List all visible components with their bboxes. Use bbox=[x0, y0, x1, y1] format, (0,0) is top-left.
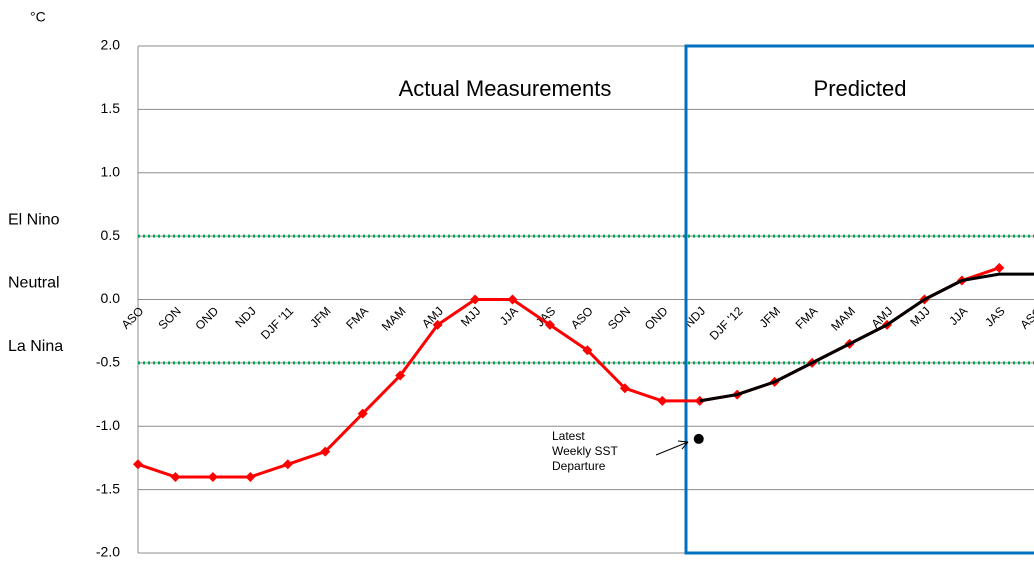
section-label: Predicted bbox=[814, 76, 907, 101]
region-label: La Nina bbox=[8, 338, 63, 355]
section-label: Actual Measurements bbox=[399, 76, 612, 101]
y-tick-label: -0.5 bbox=[96, 354, 120, 370]
data-point bbox=[582, 345, 593, 356]
x-tick-label: FMA bbox=[793, 304, 821, 332]
x-tick-label: SON bbox=[156, 304, 184, 332]
x-tick-label: FMA bbox=[343, 304, 371, 332]
region-label: El Nino bbox=[8, 211, 60, 228]
x-tick-label: NDJ bbox=[232, 304, 258, 330]
data-point bbox=[245, 471, 256, 482]
x-tick-label: SON bbox=[605, 304, 633, 332]
x-tick-label: JFM bbox=[307, 304, 333, 330]
x-tick-label: JJA bbox=[497, 304, 521, 328]
x-tick-label: DJF '11 bbox=[258, 304, 296, 342]
data-point bbox=[544, 319, 555, 330]
y-tick-label: -1.5 bbox=[96, 480, 120, 496]
data-point bbox=[133, 459, 143, 470]
prediction-box bbox=[684, 44, 1034, 555]
y-tick-label: 0.5 bbox=[101, 227, 121, 243]
data-point bbox=[395, 370, 406, 381]
annotation-arrow bbox=[655, 441, 689, 456]
y-tick-label: 1.5 bbox=[101, 100, 121, 116]
annotation-text: Weekly SST bbox=[552, 444, 618, 458]
y-tick-label: 2.0 bbox=[101, 37, 121, 53]
data-point bbox=[207, 471, 218, 482]
unit-label: °C bbox=[30, 9, 46, 25]
annotation-text: Latest bbox=[552, 429, 585, 443]
data-point bbox=[170, 471, 181, 482]
data-point bbox=[357, 408, 368, 419]
x-tick-label: ASO bbox=[119, 304, 147, 332]
x-tick-label: OND bbox=[642, 304, 671, 333]
x-tick-label: MAM bbox=[828, 304, 858, 334]
data-point bbox=[320, 446, 331, 457]
x-tick-label: JAS bbox=[982, 304, 1007, 329]
x-tick-label: OND bbox=[193, 304, 222, 333]
data-point bbox=[507, 294, 518, 305]
x-tick-label: JJA bbox=[946, 304, 970, 328]
data-point bbox=[619, 383, 630, 394]
x-tick-label: DJF '12 bbox=[707, 304, 746, 343]
annotation-arrowhead bbox=[677, 440, 689, 450]
y-tick-label: -2.0 bbox=[96, 544, 120, 560]
data-point bbox=[994, 262, 1005, 273]
y-tick-label: 1.0 bbox=[101, 163, 121, 179]
region-label: Neutral bbox=[8, 275, 60, 292]
x-tick-label: MAM bbox=[379, 304, 409, 334]
x-tick-label: ASO bbox=[1017, 304, 1034, 332]
data-point bbox=[432, 319, 443, 330]
series-line bbox=[699, 272, 1034, 403]
y-tick-label: -1.0 bbox=[96, 417, 120, 433]
x-tick-label: JFM bbox=[757, 304, 783, 330]
annotation-point bbox=[693, 433, 704, 444]
annotation-text: Departure bbox=[552, 459, 606, 473]
x-tick-label: ASO bbox=[568, 304, 596, 332]
data-point bbox=[657, 395, 668, 406]
data-point bbox=[470, 294, 481, 305]
data-point bbox=[282, 459, 293, 470]
x-tick-label: AMJ bbox=[419, 304, 446, 331]
y-tick-label: 0.0 bbox=[101, 290, 121, 306]
